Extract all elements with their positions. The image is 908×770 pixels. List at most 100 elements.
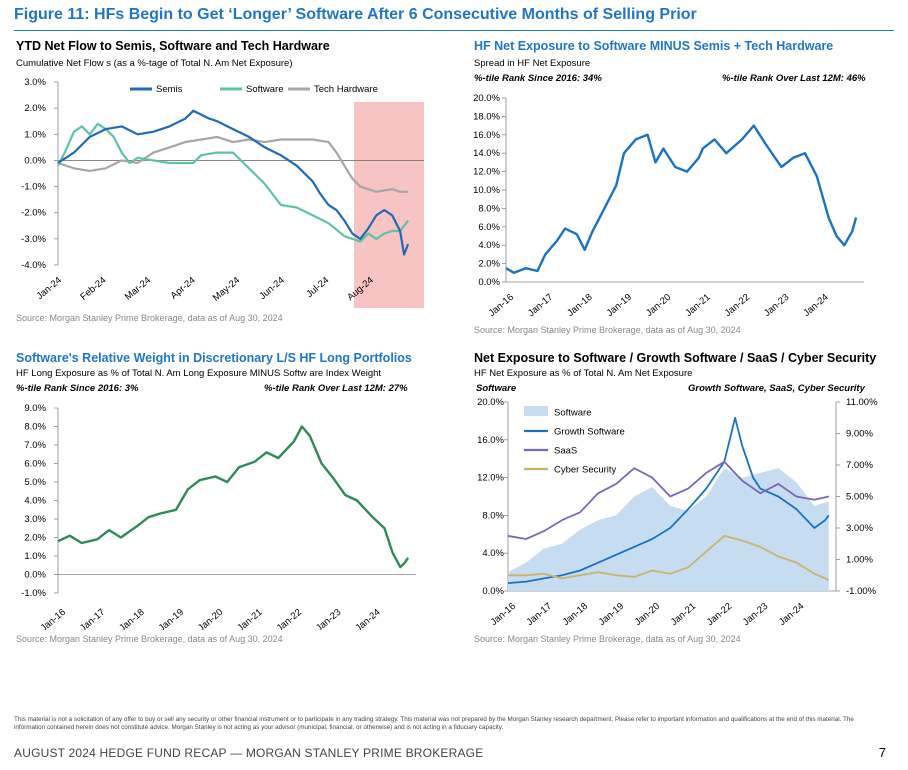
c4-left-y-tick: 0.0% — [482, 586, 504, 597]
c2-y-tick: 8.0% — [478, 203, 500, 214]
c3-x-tick: Jan-21 — [235, 607, 264, 630]
series-line-relative-weight — [57, 425, 410, 569]
panel4-subtitle: HF Net Exposure as % of Total N. Am Net … — [474, 368, 693, 379]
aug-highlight-region — [353, 102, 424, 308]
c4-left-y-tick: 12.0% — [477, 473, 504, 484]
series-line-growth-software — [507, 416, 830, 584]
c3-x-tick: Jan-22 — [275, 607, 304, 630]
c3-y-tick: 7.0% — [24, 440, 46, 451]
c1-x-tick: Feb-24 — [78, 275, 108, 303]
c2-y-tick: 2.0% — [478, 259, 500, 270]
panel4-source: Source: Morgan Stanley Prime Brokerage, … — [474, 634, 741, 644]
ytd-net-flow-chart: 3.0% 2.0% 1.0% 0.0% -1.0% -2.0% -3.0% -4.0% Jan-… — [21, 77, 424, 308]
c2-x-tick: Jan-18 — [565, 292, 594, 319]
c2-x-tick: Jan-22 — [723, 292, 752, 319]
title-divider — [14, 30, 894, 31]
c1-y-tick: -2.0% — [21, 208, 46, 219]
c3-y-tick: 8.0% — [24, 422, 46, 433]
c2-y-tick: 6.0% — [478, 222, 500, 233]
c1-y-tick: 3.0% — [24, 77, 46, 88]
series-line-cyber-security — [508, 535, 830, 581]
legend-label-growth-software: Growth Software — [554, 427, 625, 438]
c1-x-tick: May-24 — [211, 275, 242, 304]
panel2-source: Source: Morgan Stanley Prime Brokerage, … — [474, 325, 741, 335]
c2-y-tick: 12.0% — [473, 167, 500, 178]
c4-right-y-tick: 5.00% — [846, 492, 873, 503]
c1-y-tick: -1.0% — [21, 182, 46, 193]
c2-x-tick: Jan-16 — [487, 292, 516, 319]
series-line-semis — [57, 109, 410, 256]
legend-label-semis: Semis — [156, 84, 183, 95]
c4-left-y-tick: 20.0% — [477, 397, 504, 408]
panel2-rank-right: %-tile Rank Over Last 12M: 46% — [722, 73, 866, 84]
panel3-source: Source: Morgan Stanley Prime Brokerage, … — [16, 634, 283, 644]
page-number: 7 — [878, 745, 886, 760]
software-growth-saas-cyber-chart: 20.0% 16.0% 12.0% 8.0% 4.0% 0.0% 11.00% 9.00% 7.… — [477, 397, 878, 628]
panel1-source: Source: Morgan Stanley Prime Brokerage, … — [16, 313, 283, 323]
c3-x-tick: Jan-19 — [157, 607, 186, 630]
c2-x-tick: Jan-21 — [683, 292, 712, 319]
c3-y-tick: 1.0% — [24, 551, 46, 562]
legend-label-software: Software — [246, 84, 284, 95]
c1-y-tick: 0.0% — [24, 155, 46, 166]
panel3-rank-right: %-tile Rank Over Last 12M: 27% — [264, 383, 408, 394]
software-minus-semis-chart: 20.0% 18.0% 16.0% 14.0% 12.0% 10.0% 8.0% 6.0% 4.… — [473, 93, 864, 319]
footer-text: AUGUST 2024 HEDGE FUND RECAP — MORGAN ST… — [14, 746, 484, 760]
c4-right-y-tick: 3.00% — [846, 523, 873, 534]
c4-x-tick: Jan-23 — [741, 601, 770, 628]
panel4-title: Net Exposure to Software / Growth Softwa… — [474, 351, 877, 365]
c4-x-tick: Jan-22 — [705, 601, 734, 628]
panel4-left-axis-title: Software — [476, 383, 517, 394]
panel1-title: YTD Net Flow to Semis, Software and Tech… — [16, 39, 330, 53]
legend-swatch-software — [524, 406, 548, 416]
c4-right-y-tick: 11.00% — [846, 397, 878, 408]
c2-x-tick: Jan-24 — [801, 292, 830, 319]
c4-right-y-tick: -1.00% — [846, 586, 877, 597]
c2-y-tick: 16.0% — [473, 130, 500, 141]
series-line-software — [57, 122, 409, 243]
c2-x-tick: Jan-17 — [526, 292, 555, 319]
panel2-subtitle: Spread in HF Net Exposure — [474, 58, 591, 69]
c3-x-tick: Jan-20 — [196, 607, 225, 630]
series-line-saas — [507, 460, 829, 540]
c1-y-tick: -4.0% — [21, 260, 46, 271]
panel3-title: Software's Relative Weight in Discretion… — [16, 351, 412, 365]
c4-x-tick: Jan-17 — [525, 601, 554, 628]
c2-x-tick: Jan-19 — [605, 292, 634, 319]
c3-y-tick: 2.0% — [24, 533, 46, 544]
c3-y-tick: -1.0% — [21, 588, 46, 599]
panel4-right-axis-title: Growth Software, SaaS, Cyber Security — [688, 383, 865, 394]
c2-y-tick: 0.0% — [478, 277, 500, 288]
c4-right-y-tick: 9.00% — [846, 429, 873, 440]
legend-label-software: Software — [554, 408, 592, 419]
c1-y-tick: 2.0% — [24, 103, 46, 114]
c2-y-tick: 14.0% — [473, 148, 500, 159]
c4-x-tick: Jan-21 — [669, 601, 698, 628]
software-relative-weight-chart: 9.0% 8.0% 7.0% 6.0% 5.0% 4.0% 3.0% 2.0% 1.0% 0.0%… — [21, 403, 416, 630]
c1-x-tick: Apr-24 — [169, 275, 198, 302]
c4-right-y-tick: 1.00% — [846, 555, 873, 566]
c2-y-tick: 20.0% — [473, 93, 500, 104]
c4-left-y-tick: 16.0% — [477, 435, 504, 446]
c2-x-tick: Jan-23 — [762, 292, 791, 319]
c4-right-y-tick: 7.00% — [846, 460, 873, 471]
legend-label-tech-hardware: Tech Hardware — [314, 84, 378, 95]
c1-x-tick: Mar-24 — [123, 275, 153, 303]
c1-y-tick: 1.0% — [24, 129, 46, 140]
c3-x-tick: Jan-16 — [39, 607, 68, 630]
c3-y-tick: 3.0% — [24, 514, 46, 525]
c3-x-tick: Jan-17 — [78, 607, 107, 630]
series-line-spread — [505, 124, 858, 274]
legend-label-saas: SaaS — [554, 446, 577, 457]
c3-y-tick: 4.0% — [24, 496, 46, 507]
c3-y-tick: 9.0% — [24, 403, 46, 414]
c4-x-tick: Jan-18 — [561, 601, 590, 628]
c4-left-y-tick: 4.0% — [482, 548, 504, 559]
c4-x-tick: Jan-20 — [633, 601, 662, 628]
disclaimer: This material is not a solicitation of a… — [14, 716, 854, 731]
panel3-subtitle: HF Long Exposure as % of Total N. Am Lon… — [16, 368, 382, 379]
panel2-title: HF Net Exposure to Software MINUS Semis … — [474, 39, 834, 53]
figure-title: Figure 11: HFs Begin to Get ‘Longer’ Sof… — [14, 6, 697, 23]
panel3-rank-left: %-tile Rank Since 2016: 3% — [16, 383, 139, 394]
c3-x-tick: Jan-18 — [117, 607, 146, 630]
